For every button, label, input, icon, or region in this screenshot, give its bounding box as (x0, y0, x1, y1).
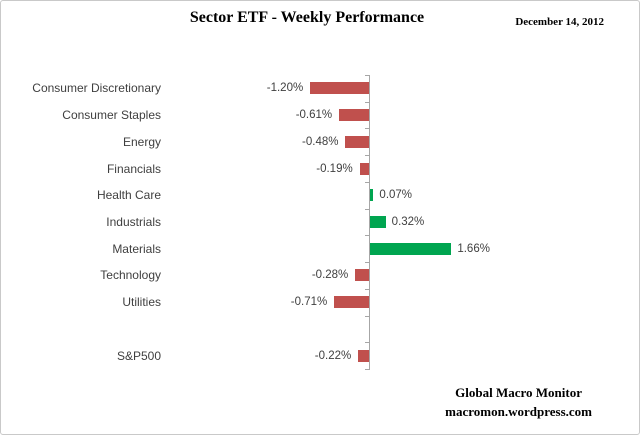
bar (345, 135, 369, 148)
value-label: -0.61% (295, 109, 333, 122)
axis-tick (365, 262, 370, 264)
category-label: Consumer Staples (62, 108, 161, 123)
bar (359, 162, 369, 175)
axis-tick (365, 315, 370, 317)
value-label: -0.71% (290, 296, 328, 309)
bar (339, 109, 369, 122)
value-label: 0.32% (391, 216, 425, 228)
bar (355, 269, 369, 282)
category-label: Industrials (106, 215, 161, 229)
axis-tick (365, 155, 370, 157)
bar (370, 189, 374, 202)
axis-tick (365, 369, 370, 370)
bar (310, 82, 369, 95)
category-label: Consumer Discretionary (32, 81, 161, 96)
footer-attribution: Global Macro Monitor macromon.wordpress.… (445, 383, 592, 421)
value-label: 0.07% (379, 189, 413, 202)
value-label: -0.48% (302, 135, 339, 148)
value-label: 1.66% (457, 242, 490, 255)
axis-tick (365, 101, 370, 103)
category-label: S&P500 (116, 348, 161, 363)
bar (358, 349, 369, 362)
axis-tick (365, 235, 370, 237)
category-label: Materials (112, 241, 161, 256)
axis-tick (365, 208, 370, 210)
footer-source-url: macromon.wordpress.com (445, 404, 592, 419)
axis-tick (365, 75, 370, 76)
bar (370, 216, 386, 228)
category-label: Utilities (122, 295, 161, 310)
value-axis-zero-line (369, 75, 370, 369)
category-label: Technology (100, 268, 161, 283)
value-label: -0.28% (311, 269, 349, 282)
bar (334, 296, 369, 309)
axis-tick (365, 288, 370, 290)
page-title: Sector ETF - Weekly Performance (189, 9, 425, 26)
value-label: -0.19% (316, 162, 353, 175)
axis-tick (365, 342, 370, 344)
value-label: -0.22% (314, 349, 352, 362)
category-label: Energy (122, 134, 161, 149)
chart-date: December 14, 2012 (515, 16, 604, 28)
bar (370, 242, 452, 255)
value-label: -1.20% (266, 82, 304, 95)
category-label: Financials (106, 161, 161, 176)
axis-tick (365, 181, 370, 183)
axis-tick (365, 128, 370, 130)
footer-source-name: Global Macro Monitor (455, 385, 582, 400)
category-label: Health Care (96, 188, 161, 203)
